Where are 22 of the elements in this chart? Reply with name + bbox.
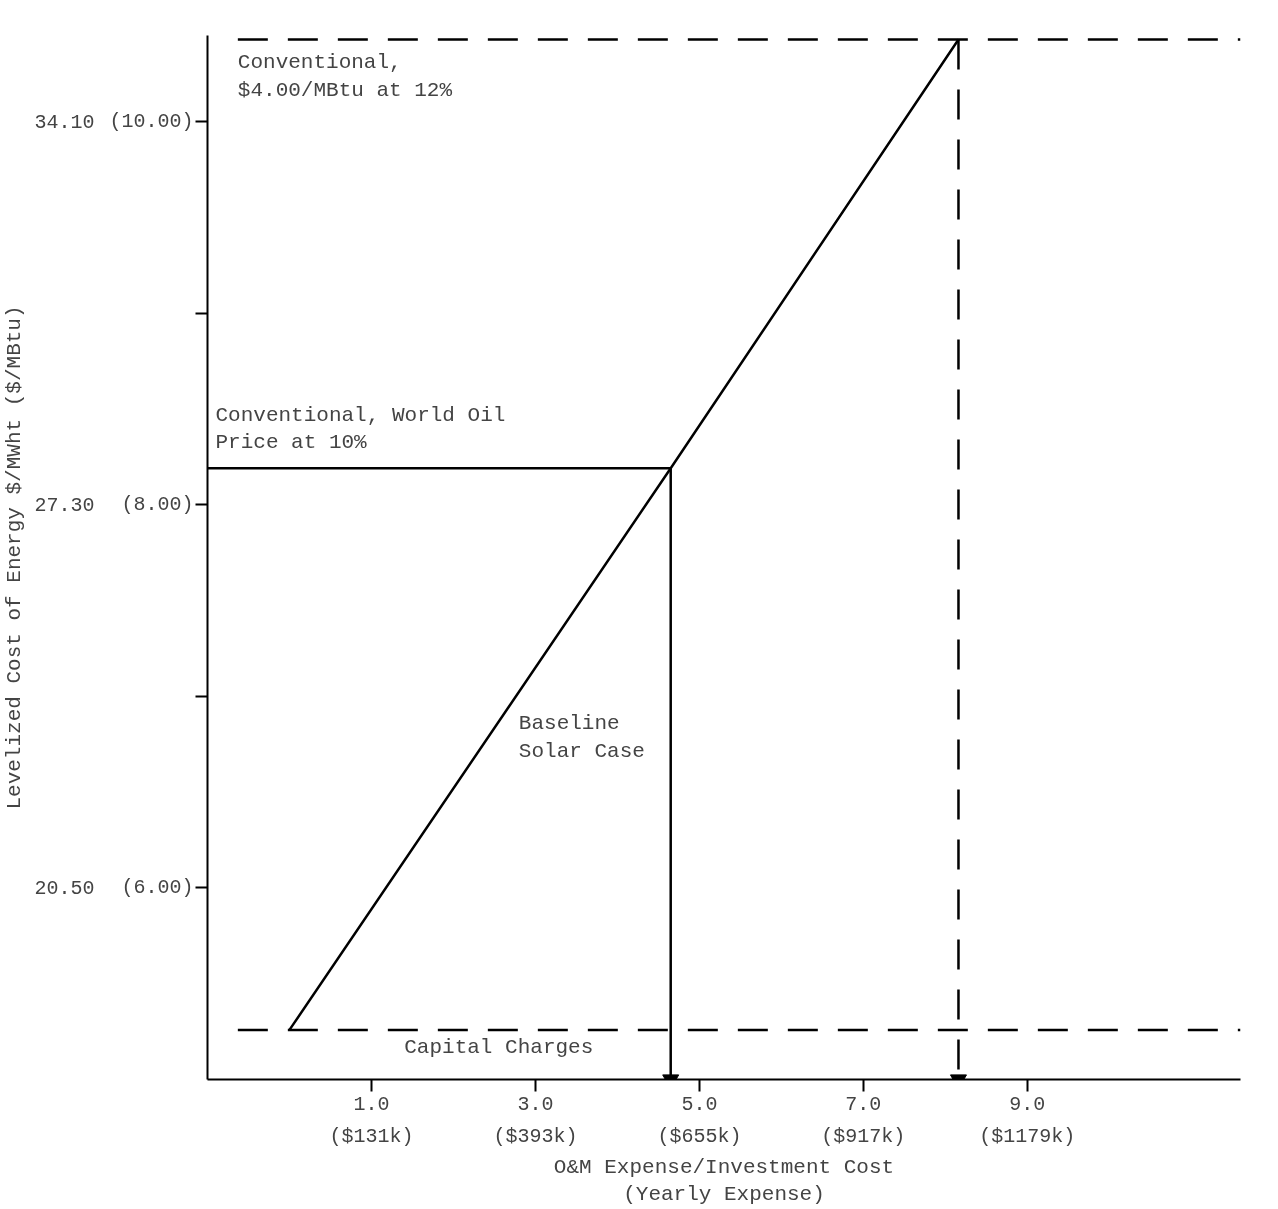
x2-tick-label: ($1179k) xyxy=(979,1124,1076,1148)
y-tick-label: 27.30 xyxy=(34,494,95,518)
x-tick-label: 7.0 xyxy=(845,1092,882,1116)
x2-tick-label: ($917k) xyxy=(821,1124,906,1148)
x2-tick-label: ($655k) xyxy=(657,1124,742,1148)
y2-tick-label: (10.00) xyxy=(109,110,194,134)
y-tick-label: 20.50 xyxy=(34,877,95,901)
y2-tick-label: (8.00) xyxy=(121,493,194,517)
x2-tick-label: ($131k) xyxy=(329,1124,414,1148)
x2-tick-label: ($393k) xyxy=(493,1124,578,1148)
x-axis-title: O&M Expense/Investment Cost (Yearly Expense) xyxy=(553,1155,895,1207)
annotation: Capital Charges xyxy=(404,1035,594,1059)
y-axis-title: Levelized Cost of Energy $/MWht ($/MBtu) xyxy=(3,305,27,810)
x-tick-label: 5.0 xyxy=(681,1092,718,1116)
x-tick-label: 3.0 xyxy=(517,1092,554,1116)
annotation: Conventional, World Oil Price at 10% xyxy=(215,403,506,455)
x-tick-label: 9.0 xyxy=(1009,1092,1046,1116)
annotation: Conventional, $4.00/MBtu at 12% xyxy=(237,51,453,103)
x-tick-label: 1.0 xyxy=(353,1092,390,1116)
annotation: Baseline Solar Case xyxy=(518,712,645,763)
y2-tick-label: (6.00) xyxy=(121,876,194,900)
y-tick-label: 34.10 xyxy=(34,111,95,135)
